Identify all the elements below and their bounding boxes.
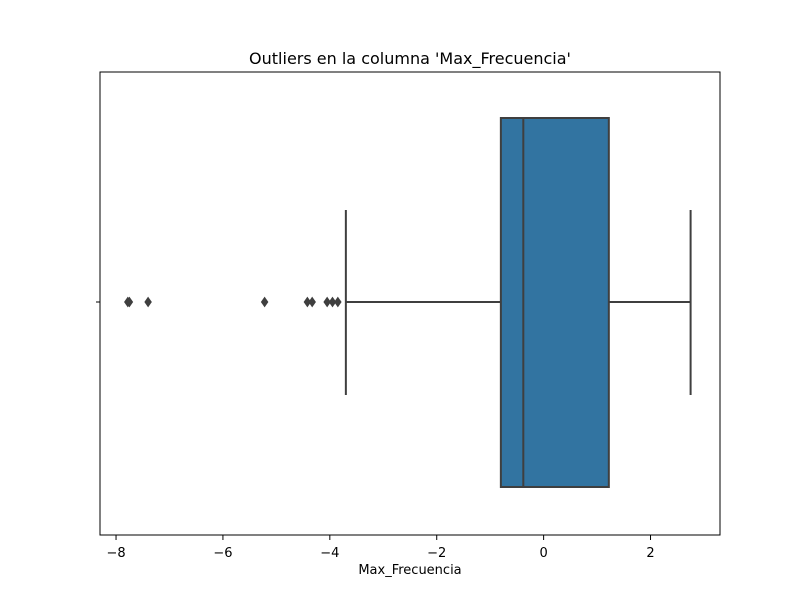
x-tick-label: −2 <box>427 546 446 561</box>
x-tick-label: 0 <box>539 546 547 561</box>
outlier-point <box>260 296 269 308</box>
x-tick-label: −8 <box>106 546 125 561</box>
x-tick-label: −6 <box>213 546 232 561</box>
outlier-point <box>144 296 152 308</box>
outlier-point <box>323 296 331 308</box>
iqr-box <box>499 117 610 488</box>
x-tick-label: −4 <box>320 546 339 561</box>
outlier-point <box>328 296 337 308</box>
x-tick-label: 2 <box>646 546 654 561</box>
x-axis-ticks: −8 −6 −4 −2 0 2 <box>106 535 655 561</box>
box-group <box>124 117 692 488</box>
outlier-point <box>334 296 342 308</box>
outlier-point <box>125 296 134 308</box>
x-axis-label: Max_Frecuencia <box>358 563 461 578</box>
chart-title: Outliers en la columna 'Max_Frecuencia' <box>249 49 571 69</box>
outlier-point <box>303 296 312 308</box>
plot-area-frame <box>99 71 721 536</box>
outlier-point <box>308 296 316 308</box>
